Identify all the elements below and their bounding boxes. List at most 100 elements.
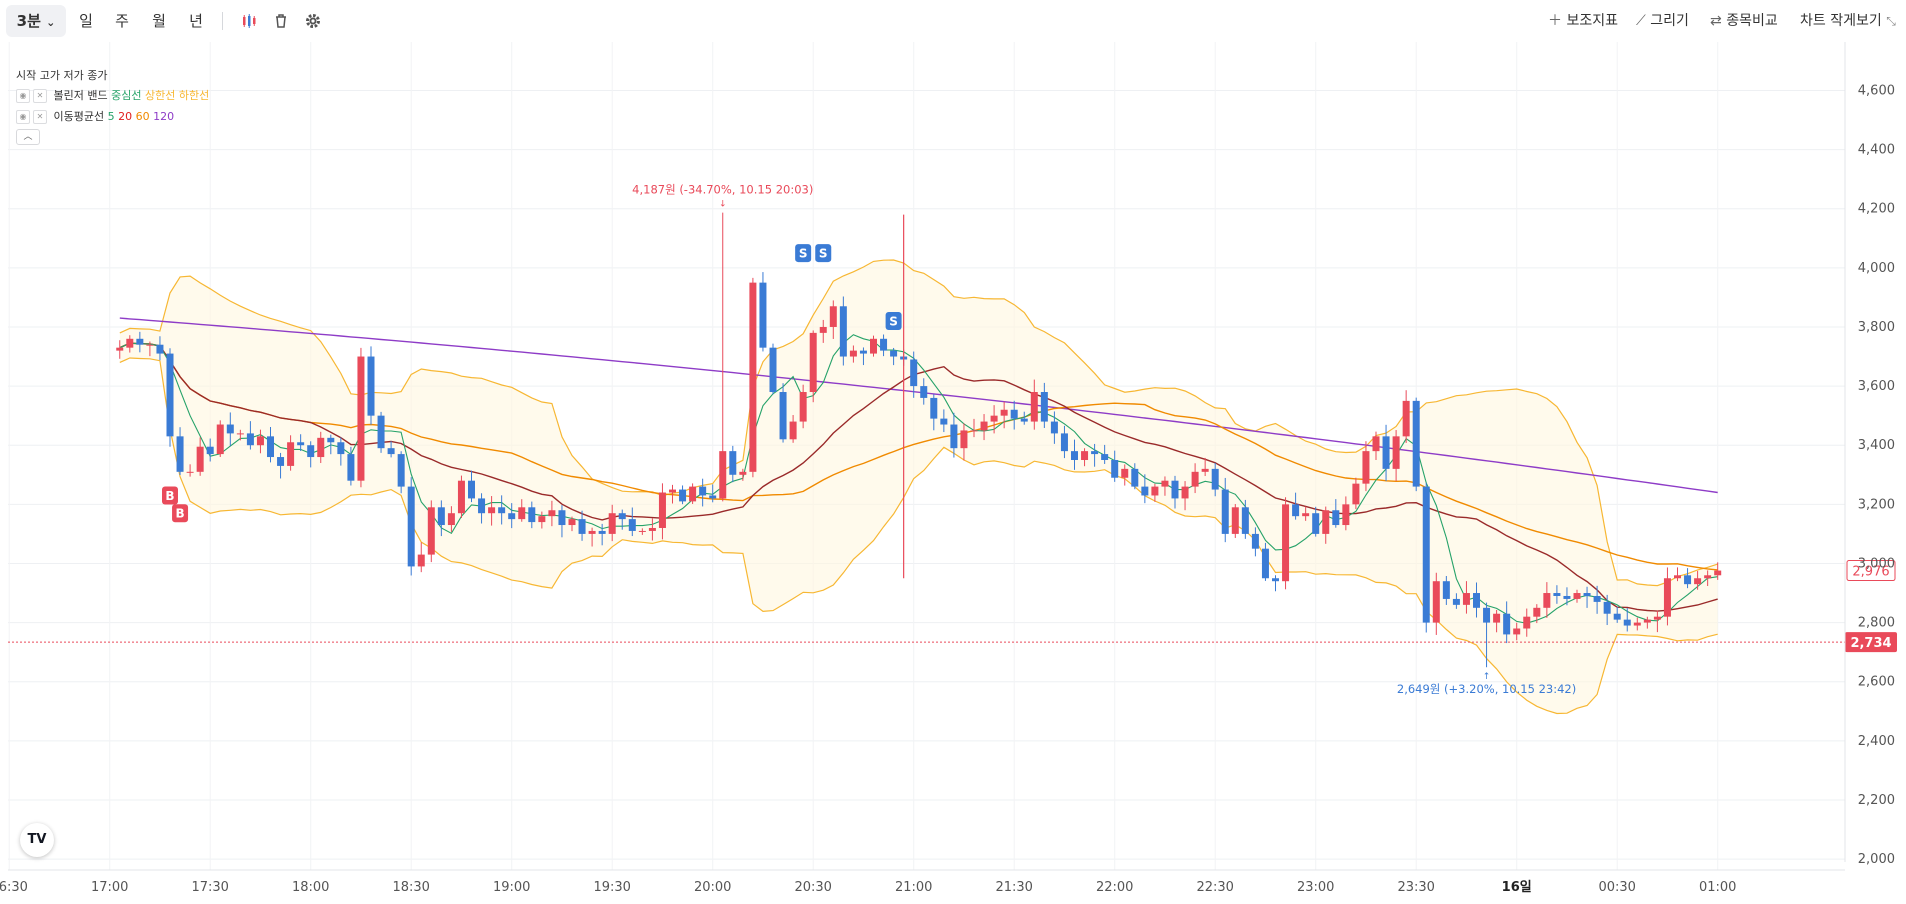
y-tick-label: 3,400 <box>1858 438 1895 453</box>
high-arrow: ↓ <box>719 200 727 210</box>
candle-body <box>357 356 365 481</box>
candle-body <box>1121 468 1129 478</box>
candle-body <box>829 306 837 327</box>
candle-body <box>880 338 888 351</box>
candle-body <box>1674 575 1681 579</box>
pencil-icon: ⟋ <box>1636 13 1646 29</box>
x-tick-label: 17:00 <box>91 880 128 895</box>
current-price-label: 2,734 <box>1850 636 1891 651</box>
y-tick-label: 2,800 <box>1858 616 1895 631</box>
candle-body <box>1613 613 1621 620</box>
candle-body <box>367 356 375 416</box>
candle-body <box>568 519 576 526</box>
candle-body <box>136 338 144 345</box>
y-tick-label: 3,800 <box>1858 320 1895 335</box>
price-chart[interactable]: 2,734 2,976 4,187원 (-34.70%, 10.15 20:03) ↓… <box>0 42 1906 904</box>
low-annotation: 2,649원 (+3.20%, 10.15 23:42) <box>1397 682 1576 696</box>
y-tick-label: 4,400 <box>1858 143 1895 158</box>
candle-body <box>689 486 697 502</box>
trash-icon[interactable] <box>272 12 290 30</box>
candle-body <box>1382 436 1390 469</box>
marker-badge <box>815 244 832 263</box>
sell-marker: S <box>815 244 832 263</box>
candle-body <box>910 359 918 387</box>
moving-averages <box>119 317 1718 624</box>
candle-body <box>679 489 687 502</box>
period-week-tab[interactable]: 주 <box>115 12 129 30</box>
eye-icon[interactable]: ◉ <box>16 89 30 103</box>
candle-body <box>1684 575 1692 585</box>
candle-type-icon[interactable] <box>240 12 258 30</box>
x-tick-label: 16일 <box>1502 880 1532 895</box>
candle-body <box>1543 593 1551 608</box>
candle-body <box>578 519 586 534</box>
marker-badge <box>885 312 902 331</box>
candle-body <box>990 415 998 422</box>
candle-body <box>870 338 877 354</box>
price-axis: 2,000 2,200 2,400 2,600 2,800 3,000 3,200 3,400… <box>1844 42 1895 867</box>
candle-body <box>849 350 857 357</box>
x-tick-label: 18:30 <box>392 880 429 895</box>
candle-body <box>1402 400 1410 437</box>
candle-body <box>699 486 707 496</box>
x-tick-label: 19:30 <box>593 880 630 895</box>
shrink-chart-button[interactable]: 차트 작게보기 ⤡ <box>1800 5 1896 37</box>
candle-body <box>377 415 385 449</box>
candle-body <box>1623 619 1631 626</box>
ma-legend: ◉ ✕ 이동평균선 5 20 60 120 <box>16 108 174 124</box>
candle-body <box>598 530 606 534</box>
candle-body <box>1483 607 1491 623</box>
candle-body <box>1251 533 1259 549</box>
bb-upper-label: 상한선 <box>144 89 176 102</box>
candle-body <box>638 530 646 532</box>
shrink-icon: ⤡ <box>1886 14 1896 28</box>
y-tick-label: 3,000 <box>1858 556 1895 571</box>
candle-body <box>538 516 546 523</box>
draw-button[interactable]: ⟋ 그리기 <box>1636 5 1689 37</box>
candle-body <box>980 421 988 431</box>
x-tick-label: 01:00 <box>1699 880 1736 895</box>
toolbar-divider <box>222 12 223 30</box>
indicators-label: 보조지표 <box>1566 13 1618 29</box>
gear-icon[interactable] <box>304 12 322 30</box>
close-icon[interactable]: ✕ <box>33 89 47 103</box>
candle-body <box>317 437 325 458</box>
candle-body <box>226 424 234 434</box>
candle-body <box>1211 468 1219 490</box>
candle-body <box>1101 454 1109 460</box>
period-day-tab[interactable]: 일 <box>79 12 93 30</box>
legend-collapse-button[interactable]: ︿ <box>16 129 40 145</box>
eye-icon[interactable]: ◉ <box>16 110 30 124</box>
candle-body <box>819 326 827 333</box>
ma60-label: 60 <box>135 110 150 123</box>
last-price-tag <box>1846 560 1896 582</box>
indicators-button[interactable]: ＋ 보조지표 <box>1548 5 1618 37</box>
candle-body <box>1322 510 1330 534</box>
candle-body <box>1633 622 1641 626</box>
tradingview-logo[interactable]: TV <box>20 823 54 857</box>
y-tick-label: 2,000 <box>1858 852 1895 867</box>
ma5-line <box>119 334 1718 624</box>
candle-body <box>558 510 566 526</box>
period-month-tab[interactable]: 월 <box>152 12 166 30</box>
candle-body <box>809 332 817 393</box>
candle-body <box>1010 409 1018 419</box>
low-arrow: ↑ <box>1483 672 1491 682</box>
candle-body <box>1493 613 1501 623</box>
candle-body <box>427 507 435 555</box>
interval-dropdown[interactable]: 3분 ⌄ <box>6 5 66 37</box>
candle-body <box>216 424 224 455</box>
candle-body <box>839 306 847 357</box>
marker-label: S <box>819 247 828 261</box>
time-axis: 16:30 17:00 17:30 18:00 18:30 19:00 19:30 20:00… <box>0 869 1845 895</box>
y-tick-label: 2,600 <box>1858 675 1895 690</box>
compare-button[interactable]: ⇄ 종목비교 <box>1710 5 1778 37</box>
close-icon[interactable]: ✕ <box>33 110 47 124</box>
buy-marker: B <box>172 504 189 523</box>
candle-body <box>206 446 214 455</box>
marker-label: S <box>799 247 808 261</box>
period-year-tab[interactable]: 년 <box>189 12 203 30</box>
ohlc-legend: 시작 고가 저가 종가 <box>16 69 108 82</box>
x-tick-label: 21:30 <box>995 880 1032 895</box>
ma120-label: 120 <box>153 110 175 123</box>
